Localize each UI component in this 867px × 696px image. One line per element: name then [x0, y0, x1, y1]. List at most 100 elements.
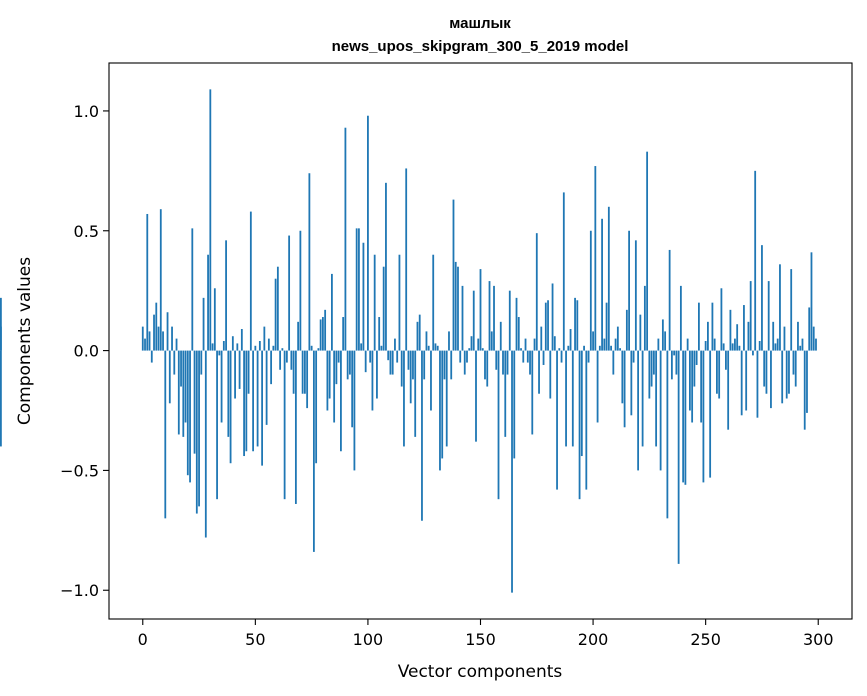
bar-7 — [157, 326, 160, 351]
x-tick-label: 50 — [245, 630, 265, 649]
bar-69 — [297, 321, 300, 351]
bar-0 — [141, 326, 144, 351]
bar-3 — [148, 331, 151, 351]
bar-224 — [646, 151, 649, 351]
bar-114 — [398, 254, 401, 351]
bar-2 — [146, 213, 149, 351]
bar-82 — [326, 350, 329, 411]
bar-100 — [367, 115, 369, 351]
bar-202 — [596, 350, 599, 423]
bar-225 — [648, 350, 651, 399]
bar-11 — [166, 312, 169, 351]
bar-81 — [324, 309, 327, 351]
bar-259 — [725, 350, 727, 370]
bar-21 — [189, 350, 191, 483]
bar-181 — [549, 350, 552, 399]
bar-39 — [229, 350, 232, 464]
bar-260 — [727, 350, 730, 430]
bar-228 — [655, 350, 658, 447]
bar-226 — [650, 350, 653, 387]
bar-68 — [294, 350, 297, 504]
bar-74 — [308, 173, 311, 351]
bar-90 — [344, 127, 347, 351]
x-tick-label: 150 — [465, 630, 496, 649]
bar-117 — [405, 168, 408, 351]
bar-131 — [436, 345, 439, 351]
bar-229 — [657, 338, 660, 351]
bar-216 — [628, 230, 630, 351]
bar-1 — [144, 338, 146, 351]
bar-180 — [547, 300, 549, 351]
bar-269 — [747, 321, 750, 351]
chart-subtitle: news_upos_skipgram_300_5_2019 model — [332, 38, 629, 55]
bar-147 — [472, 290, 475, 351]
bar-127 — [427, 345, 430, 351]
bar-171 — [526, 350, 529, 363]
bar-49 — [252, 350, 254, 452]
bar-12 — [168, 350, 171, 404]
x-tick-label: 300 — [803, 630, 834, 649]
bar-99 — [364, 350, 367, 373]
x-tick-label: 0 — [138, 630, 148, 649]
bar-270 — [749, 281, 752, 351]
bar-290 — [794, 350, 797, 387]
bar-133 — [441, 350, 444, 459]
bar-192 — [574, 297, 576, 351]
bar-241 — [684, 350, 687, 485]
bar-232 — [664, 331, 667, 351]
bar-75 — [310, 345, 313, 351]
bar-210 — [614, 338, 617, 351]
bar-146 — [470, 336, 473, 351]
bar-10 — [164, 350, 167, 519]
bar-91 — [346, 350, 349, 380]
bar-136 — [448, 331, 450, 351]
y-axis-label: Components values — [15, 257, 35, 425]
bar-34 — [218, 350, 221, 356]
bar-33 — [216, 350, 218, 500]
bar-141 — [459, 350, 462, 363]
bar-83 — [328, 350, 331, 399]
bar-275 — [761, 245, 763, 351]
bar-89 — [342, 317, 345, 351]
bar-113 — [396, 350, 399, 363]
bar-197 — [585, 350, 588, 490]
bar-16 — [177, 350, 180, 435]
bar-72 — [303, 350, 306, 394]
bar-46 — [245, 350, 248, 452]
bar-93 — [351, 350, 354, 428]
bar-160 — [502, 350, 504, 375]
bar-251 — [707, 321, 709, 351]
bar-27 — [202, 297, 205, 351]
bar-182 — [551, 283, 554, 351]
bar-124 — [421, 350, 423, 521]
bar-165 — [513, 350, 516, 459]
bar-18 — [182, 350, 185, 437]
bar-142 — [461, 285, 464, 351]
bar-227 — [652, 350, 655, 375]
bar-66 — [290, 350, 293, 370]
bar-149 — [477, 338, 480, 351]
bar-95 — [355, 228, 358, 351]
bar-103 — [373, 254, 376, 351]
bar-86 — [335, 350, 338, 385]
bar-184 — [556, 350, 558, 490]
bar-undefined — [0, 350, 2, 447]
bar-78 — [317, 348, 320, 351]
bar-87 — [337, 350, 340, 363]
bar-265 — [738, 345, 741, 351]
bar-48 — [249, 211, 252, 351]
bar-178 — [542, 350, 545, 365]
bar-236 — [673, 350, 676, 356]
bar-258 — [722, 343, 725, 351]
bar-159 — [499, 321, 502, 351]
bar-104 — [376, 350, 378, 399]
bar-undefined — [0, 326, 2, 351]
bar-150 — [479, 269, 482, 351]
x-axis: 0 50 100 150 200 250 300 — [138, 619, 834, 649]
bar-97 — [360, 343, 363, 351]
bar-29 — [207, 254, 209, 351]
bar-119 — [409, 350, 412, 404]
bar-15 — [175, 338, 178, 351]
bar-164 — [511, 350, 513, 593]
bar-51 — [256, 350, 259, 447]
